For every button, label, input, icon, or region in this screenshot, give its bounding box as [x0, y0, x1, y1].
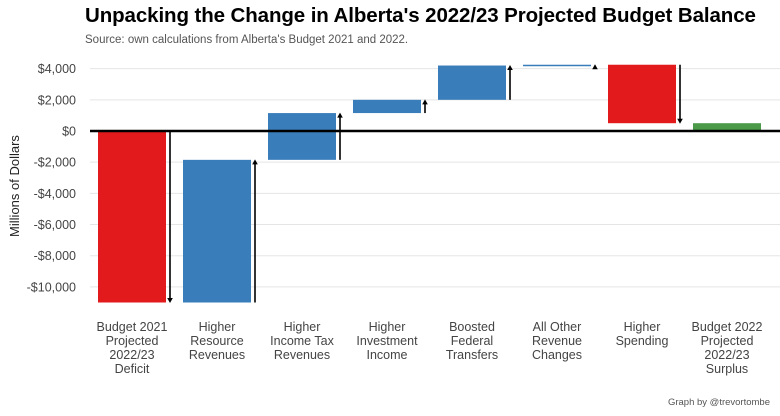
x-category-label: Higher Spending	[616, 320, 669, 348]
bar-4	[438, 65, 506, 100]
y-tick-label: $0	[62, 125, 76, 139]
arrowhead-1	[252, 159, 258, 165]
y-tick-label: -$2,000	[34, 156, 76, 170]
x-category-label: Budget 2021 Projected 2022/23 Deficit	[97, 320, 168, 376]
x-axis-categories: Budget 2021 Projected 2022/23 Deficit Higher…	[97, 320, 763, 376]
chart-title: Unpacking the Change in Alberta's 2022/2…	[85, 4, 756, 27]
bars	[98, 64, 761, 303]
arrowhead-2	[337, 112, 343, 118]
x-category-label: Higher Investment Income	[356, 320, 418, 362]
arrowhead-6	[677, 118, 683, 124]
y-axis-ticks: $4,000 $2,000 $0 -$2,000 -$4,000 -$6,000 -$8,0…	[27, 62, 76, 294]
y-tick-label: -$10,000	[27, 280, 76, 294]
y-tick-label: $2,000	[38, 93, 76, 107]
y-tick-label: -$6,000	[34, 218, 76, 232]
arrowhead-4	[507, 65, 513, 71]
credit-text: Graph by @trevortombe	[667, 397, 770, 408]
x-category-label: Higher Income Tax Revenues	[270, 320, 334, 362]
y-axis-label: Millions of Dollars	[7, 135, 22, 237]
change-arrows	[167, 64, 683, 303]
bar-7	[693, 123, 761, 131]
x-category-label: Higher Resource Revenues	[189, 320, 245, 362]
x-category-label: Budget 2022 Projected 2022/23 Surplus	[692, 320, 763, 376]
chart-subtitle: Source: own calculations from Alberta's …	[85, 34, 409, 46]
arrowhead-5	[592, 64, 598, 70]
arrowhead-3	[422, 99, 428, 105]
bar-2	[268, 113, 336, 160]
arrowhead-0	[167, 298, 173, 303]
bar-5	[523, 64, 591, 67]
bar-3	[353, 99, 421, 114]
bar-0	[98, 131, 166, 303]
bar-1	[183, 159, 251, 303]
y-tick-label: $4,000	[38, 62, 76, 76]
y-tick-label: -$8,000	[34, 249, 76, 263]
x-category-label: All Other Revenue Changes	[532, 320, 582, 362]
bar-6	[608, 64, 676, 124]
x-category-label: Boosted Federal Transfers	[446, 320, 498, 362]
y-tick-label: -$4,000	[34, 187, 76, 201]
